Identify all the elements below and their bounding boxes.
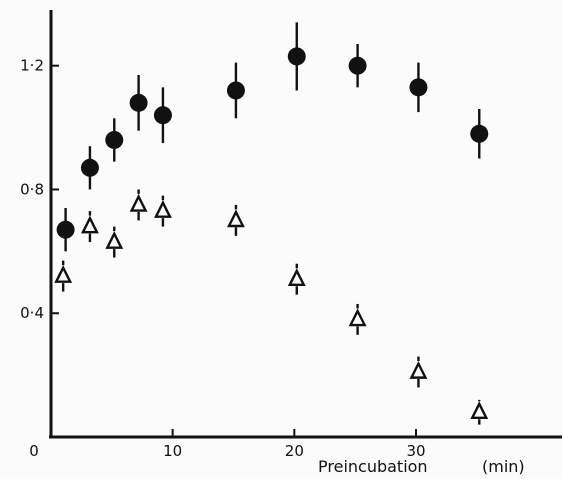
- x-axis-unit: (min): [482, 457, 525, 476]
- x-tick-label: 0: [29, 442, 39, 460]
- x-tick-label: 20: [285, 442, 304, 460]
- data-point-triangle: [348, 308, 367, 327]
- x-tick-label: 10: [163, 442, 182, 460]
- axes: [49, 10, 562, 439]
- data-point-circle: [409, 78, 428, 97]
- data-point-triangle: [80, 215, 99, 234]
- data-point-triangle: [226, 209, 245, 228]
- data-point-circle: [348, 56, 367, 75]
- data-point-triangle: [153, 200, 172, 218]
- data-point-triangle: [54, 265, 73, 283]
- data-point-circle: [287, 47, 306, 66]
- data-point-circle: [56, 220, 75, 239]
- data-point-circle: [153, 106, 172, 125]
- data-point-circle: [470, 124, 489, 143]
- series-group: [54, 189, 489, 425]
- data-point-circle: [105, 130, 124, 149]
- data-point-triangle: [470, 401, 489, 420]
- data-point-triangle: [105, 230, 124, 249]
- data-point-triangle: [129, 193, 148, 212]
- data-point-circle: [226, 81, 245, 100]
- y-tick-label: 1·2: [20, 57, 44, 75]
- x-axis-label: Preincubation: [318, 457, 428, 476]
- y-tick-label: 0·4: [20, 304, 44, 322]
- data-point-circle: [80, 158, 99, 177]
- data-series: [54, 22, 489, 425]
- data-point-triangle: [287, 268, 306, 286]
- y-tick-label: 0·8: [20, 180, 44, 198]
- data-point-triangle: [409, 360, 428, 379]
- data-point-circle: [129, 93, 148, 112]
- x-tick-label: 30: [406, 442, 425, 460]
- series-group: [56, 22, 489, 252]
- axis-ticks: 0 10 20 30 0·4 0·8 1·2: [20, 57, 425, 460]
